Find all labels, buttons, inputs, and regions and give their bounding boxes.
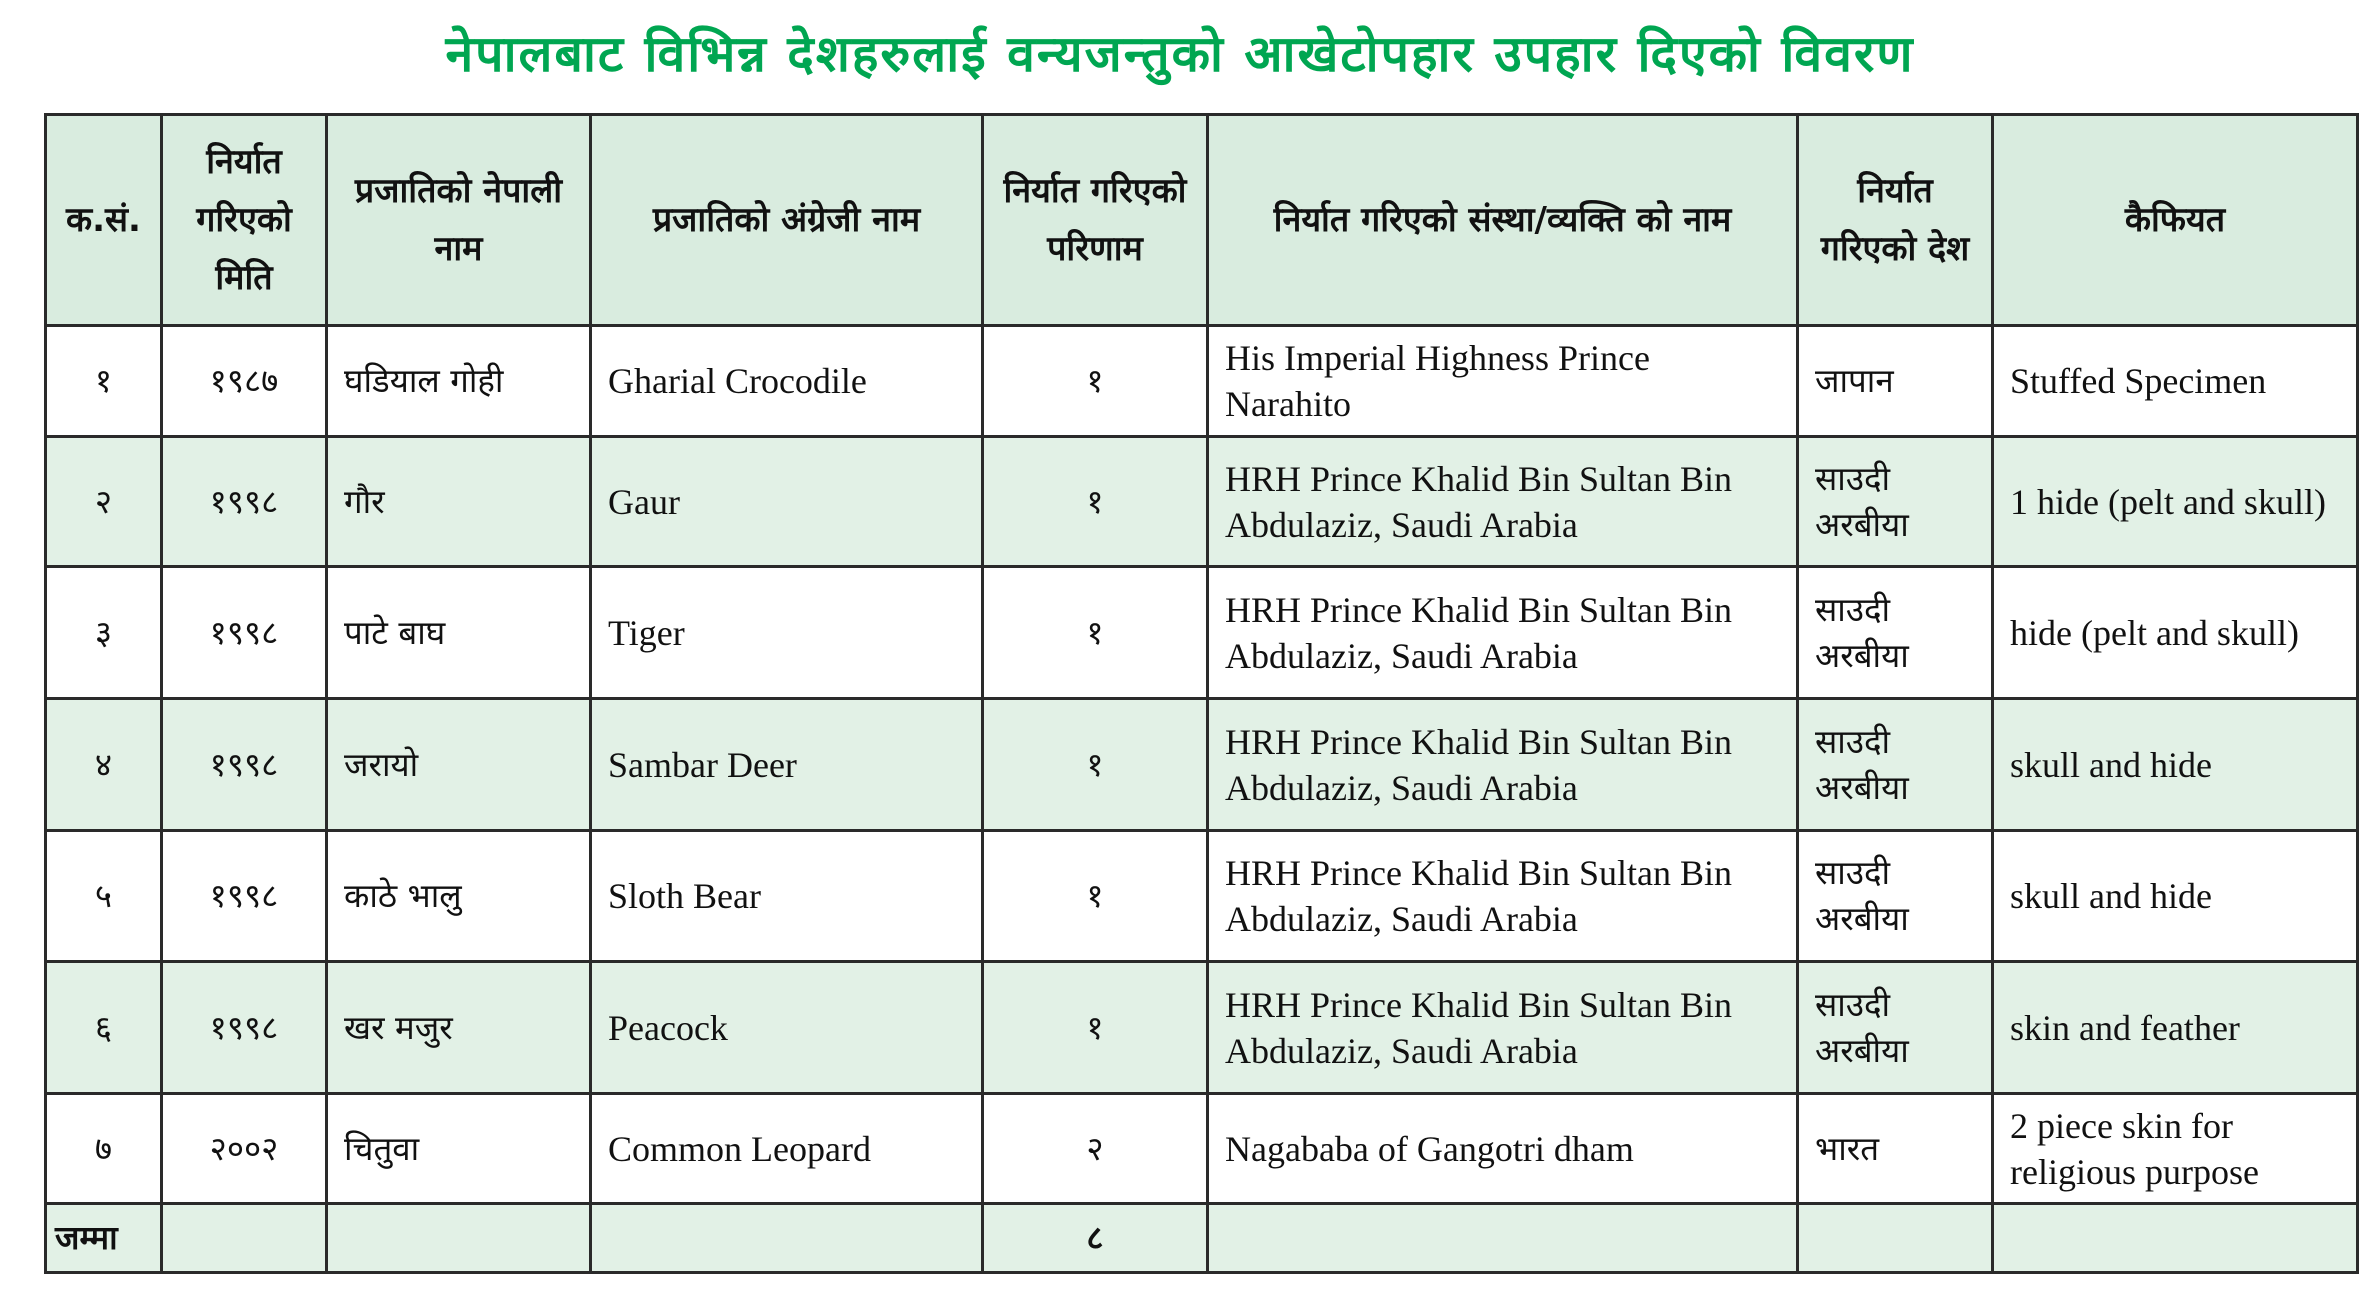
table-row: ७ २००२ चितुवा Common Leopard २ Nagababa of Ga… [44,1092,2359,1205]
total-label: जम्मा [44,1202,163,1274]
country-header: निर्यात गरिएको देश [1796,113,1994,327]
recipient-cell: HRH Prince Khalid Bin Sultan Bin Abdulaz… [1206,960,1799,1095]
english-name-cell: Peacock [589,960,984,1095]
date-cell: १९९८ [160,697,328,832]
nepali-name-cell: काठे भालु [325,829,592,963]
empty-cell [1206,1202,1799,1274]
empty-cell [1796,1202,1994,1274]
english-name-cell: Common Leopard [589,1092,984,1205]
english-name-cell: Gaur [589,435,984,568]
page-title: नेपालबाट विभिन्न देशहरुलाई वन्यजन्तुको आ… [445,25,1915,83]
nepali-name-cell: पाटे बाघ [325,565,592,700]
recipient-cell: HRH Prince Khalid Bin Sultan Bin Abdulaz… [1206,697,1799,832]
nepali-name-cell: जरायो [325,697,592,832]
recipient-cell: HRH Prince Khalid Bin Sultan Bin Abdulaz… [1206,565,1799,700]
country-cell: साउदी अरबीया [1796,435,1994,568]
empty-cell [160,1202,328,1274]
remarks-header: कैफियत [1991,113,2359,327]
nepali-name-cell: गौर [325,435,592,568]
serial-header: क.सं. [44,113,163,327]
serial-cell: ५ [44,829,163,963]
date-cell: १९९८ [160,435,328,568]
english-name-header: प्रजातिको अंग्रेजी नाम [589,113,984,327]
serial-cell: ७ [44,1092,163,1205]
empty-cell [1991,1202,2359,1274]
wildlife-gift-table: क.सं. निर्यात गरिएको मिति प्रजातिको नेपाली… [44,113,2359,1274]
table-row: १ १९८७ घडियाल गोही Gharial Crocodile १ His Im… [44,324,2359,438]
date-cell: १९९८ [160,565,328,700]
quantity-header: निर्यात गरिएको परिणाम [981,113,1209,327]
nepali-name-cell: घडियाल गोही [325,324,592,438]
recipient-header: निर्यात गरिएको संस्था/व्यक्ति को नाम [1206,113,1799,327]
nepali-name-cell: खर मजुर [325,960,592,1095]
remarks-cell: skin and feather [1991,960,2359,1095]
date-header: निर्यात गरिएको मिति [160,113,328,327]
country-cell: जापान [1796,324,1994,438]
table-row: ६ १९९८ खर मजुर Peacock १ HRH Prince Khalid Bi… [44,960,2359,1095]
date-cell: २००२ [160,1092,328,1205]
total-quantity: ८ [981,1202,1209,1274]
quantity-cell: १ [981,697,1209,832]
table-row: ४ १९९८ जरायो Sambar Deer १ HRH Prince Khalid … [44,697,2359,832]
english-name-cell: Sambar Deer [589,697,984,832]
english-name-cell: Tiger [589,565,984,700]
empty-cell [589,1202,984,1274]
english-name-cell: Gharial Crocodile [589,324,984,438]
table-row: ५ १९९८ काठे भालु Sloth Bear १ HRH Prince Khal… [44,829,2359,963]
header-row: क.सं. निर्यात गरिएको मिति प्रजातिको नेपाली… [44,113,2359,327]
serial-cell: १ [44,324,163,438]
nepali-name-cell: चितुवा [325,1092,592,1205]
recipient-cell: HRH Prince Khalid Bin Sultan Bin Abdulaz… [1206,435,1799,568]
country-cell: साउदी अरबीया [1796,960,1994,1095]
quantity-cell: २ [981,1092,1209,1205]
date-cell: १९८७ [160,324,328,438]
table-row: ३ १९९८ पाटे बाघ Tiger १ HRH Prince Khalid Bin… [44,565,2359,700]
recipient-cell: Nagababa of Gangotri dham [1206,1092,1799,1205]
remarks-cell: skull and hide [1991,697,2359,832]
country-cell: साउदी अरबीया [1796,697,1994,832]
country-cell: भारत [1796,1092,1994,1205]
table-row: २ १९९८ गौर Gaur १ HRH Prince Khalid Bin Sulta… [44,435,2359,568]
serial-cell: ६ [44,960,163,1095]
serial-cell: ३ [44,565,163,700]
quantity-cell: १ [981,565,1209,700]
date-cell: १९९८ [160,829,328,963]
nepali-name-header: प्रजातिको नेपाली नाम [325,113,592,327]
recipient-cell: HRH Prince Khalid Bin Sultan Bin Abdulaz… [1206,829,1799,963]
remarks-cell: hide (pelt and skull) [1991,565,2359,700]
quantity-cell: १ [981,435,1209,568]
quantity-cell: १ [981,960,1209,1095]
remarks-cell: 2 piece skin for religious purpose [1991,1092,2359,1205]
remarks-cell: skull and hide [1991,829,2359,963]
english-name-cell: Sloth Bear [589,829,984,963]
total-row: जम्मा ८ [44,1202,2359,1274]
quantity-cell: १ [981,324,1209,438]
remarks-cell: Stuffed Specimen [1991,324,2359,438]
empty-cell [325,1202,592,1274]
recipient-cell: His Imperial Highness Prince Narahito [1206,324,1799,438]
remarks-cell: 1 hide (pelt and skull) [1991,435,2359,568]
serial-cell: ४ [44,697,163,832]
quantity-cell: १ [981,829,1209,963]
country-cell: साउदी अरबीया [1796,829,1994,963]
country-cell: साउदी अरबीया [1796,565,1994,700]
serial-cell: २ [44,435,163,568]
date-cell: १९९८ [160,960,328,1095]
